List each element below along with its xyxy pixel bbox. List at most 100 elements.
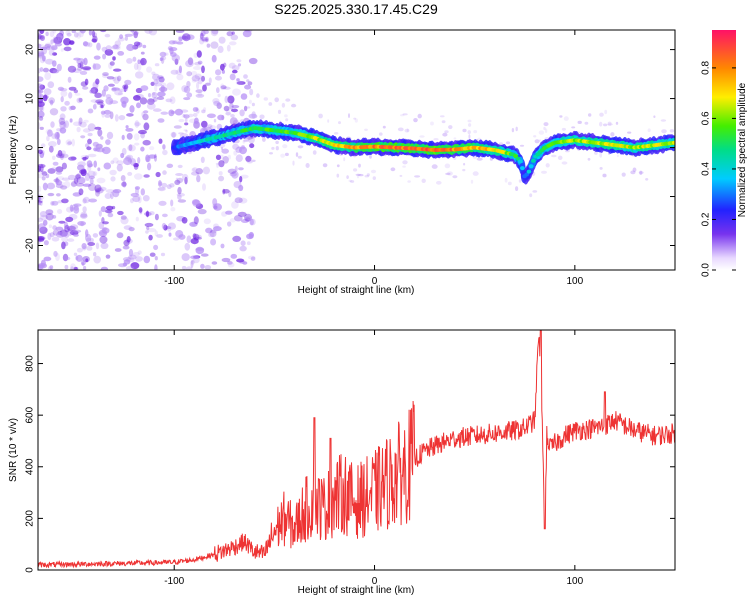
heatmap-noise-cell	[87, 138, 92, 145]
heatmap-noise-cell	[51, 45, 58, 51]
heatmap-noise-cell	[90, 99, 100, 103]
heatmap-noise-cell	[610, 132, 615, 137]
heatmap-noise-cell	[217, 114, 225, 121]
heatmap-noise-cell	[336, 164, 340, 168]
heatmap-noise-cell	[220, 154, 225, 160]
heatmap-noise-cell	[153, 244, 159, 251]
heatmap-noise-cell	[216, 87, 220, 94]
heatmap-noise-cell	[97, 167, 101, 172]
heatmap-noise-cell	[209, 126, 213, 130]
heatmap-noise-cell	[116, 163, 123, 172]
heatmap-noise-cell	[305, 163, 310, 168]
heatmap-noise-cell	[44, 72, 52, 80]
heatmap-noise-cell	[346, 175, 349, 180]
heatmap-noise-cell	[73, 177, 79, 185]
heatmap-noise-cell	[132, 56, 137, 62]
snr-x-ticks: -100 0 100	[164, 330, 584, 587]
heatmap-noise-cell	[73, 252, 78, 256]
heatmap-noise-cell	[201, 75, 205, 82]
heatmap-noise-cell	[233, 181, 242, 189]
heatmap-noise-cell	[212, 98, 220, 104]
heatmap-noise-cell	[222, 188, 226, 195]
heatmap-noise-cell	[175, 173, 184, 176]
heatmap-noise-cell	[93, 32, 98, 38]
heatmap-noise-cell	[38, 43, 45, 51]
heatmap-noise-cell	[147, 162, 152, 171]
heatmap-noise-cell	[543, 122, 549, 127]
heatmap-noise-cell	[39, 126, 44, 130]
heatmap-noise-cell	[203, 30, 209, 35]
heatmap-noise-cell	[77, 63, 82, 68]
heatmap-noise-cell	[400, 114, 405, 117]
heatmap-noise-cell	[189, 221, 198, 227]
heatmap-noise-cell	[441, 120, 446, 124]
heatmap-noise-cell	[196, 108, 200, 114]
heatmap-x-tick-label: -100	[164, 276, 184, 287]
heatmap-noise-cell	[190, 255, 199, 260]
heatmap-noise-cell	[199, 32, 204, 40]
heatmap-noise-cell	[82, 128, 91, 133]
heatmap-noise-cell	[56, 231, 65, 238]
heatmap-noise-cell	[192, 167, 198, 172]
heatmap-noise-cell	[213, 100, 221, 106]
heatmap-noise-cell	[126, 154, 134, 160]
heatmap-noise-cell	[140, 146, 145, 152]
heatmap-noise-cell	[133, 31, 138, 39]
heatmap-noise-cell	[336, 173, 340, 178]
heatmap-noise-cell	[227, 168, 237, 174]
heatmap-ridge-core	[672, 140, 675, 145]
heatmap-noise-cell	[100, 136, 104, 140]
heatmap-noise-cell	[557, 155, 563, 160]
heatmap-noise-cell	[55, 253, 60, 261]
heatmap-noise-cell	[227, 261, 233, 265]
heatmap-noise-cell	[69, 118, 73, 123]
heatmap-noise-cell	[133, 62, 139, 70]
heatmap-noise-cell	[40, 143, 46, 148]
heatmap-noise-cell	[67, 76, 72, 83]
heatmap-noise-cell	[77, 221, 86, 226]
heatmap-noise-cell	[151, 71, 156, 76]
snr-y-tick-label: 200	[25, 510, 36, 527]
heatmap-noise-cell	[228, 190, 232, 198]
heatmap-noise-cell	[243, 74, 248, 79]
heatmap-noise-cell	[242, 261, 248, 265]
heatmap-noise-cell	[473, 130, 478, 134]
heatmap-noise-cell	[123, 225, 133, 231]
heatmap-noise-cell	[102, 221, 109, 225]
heatmap-noise-cell	[181, 265, 187, 270]
heatmap-noise-cell	[118, 263, 127, 268]
heatmap-noise-cell	[519, 144, 525, 147]
heatmap-noise-cell	[112, 157, 119, 164]
heatmap-noise-cell	[49, 100, 54, 104]
heatmap-noise-cell	[61, 177, 71, 181]
heatmap-noise-cell	[370, 169, 377, 174]
heatmap-noise-cell	[49, 99, 54, 106]
heatmap-noise-cell	[120, 152, 125, 159]
heatmap-noise-cell	[106, 131, 114, 140]
heatmap-frame	[37, 29, 676, 271]
heatmap-noise-cell	[120, 216, 129, 225]
heatmap-noise-cell	[63, 46, 72, 52]
heatmap-noise-cell	[239, 109, 245, 117]
heatmap-noise-cell	[73, 89, 79, 94]
heatmap-noise-cell	[101, 146, 111, 155]
heatmap-noise-cell	[248, 57, 258, 65]
heatmap-noise-cell	[122, 181, 127, 188]
heatmap-noise-cell	[653, 115, 656, 118]
heatmap-noise-cell	[154, 84, 158, 92]
heatmap-noise-cell	[563, 116, 569, 121]
heatmap-noise-cell	[101, 111, 105, 118]
heatmap-noise-cell	[43, 88, 52, 96]
heatmap-noise-cell	[130, 192, 140, 197]
heatmap-noise-cell	[176, 41, 184, 45]
heatmap-noise-cell	[76, 66, 84, 71]
heatmap-noise-cell	[241, 219, 249, 223]
heatmap-noise-cell	[122, 245, 130, 250]
heatmap-noise-cell	[348, 113, 350, 118]
heatmap-noise-cell	[111, 45, 120, 50]
heatmap-noise-cell	[94, 188, 101, 192]
colorbar-gradient	[712, 30, 736, 270]
heatmap-noise-cell	[210, 238, 217, 246]
heatmap-noise-cell	[76, 32, 81, 39]
heatmap-noise-cell	[621, 172, 626, 177]
